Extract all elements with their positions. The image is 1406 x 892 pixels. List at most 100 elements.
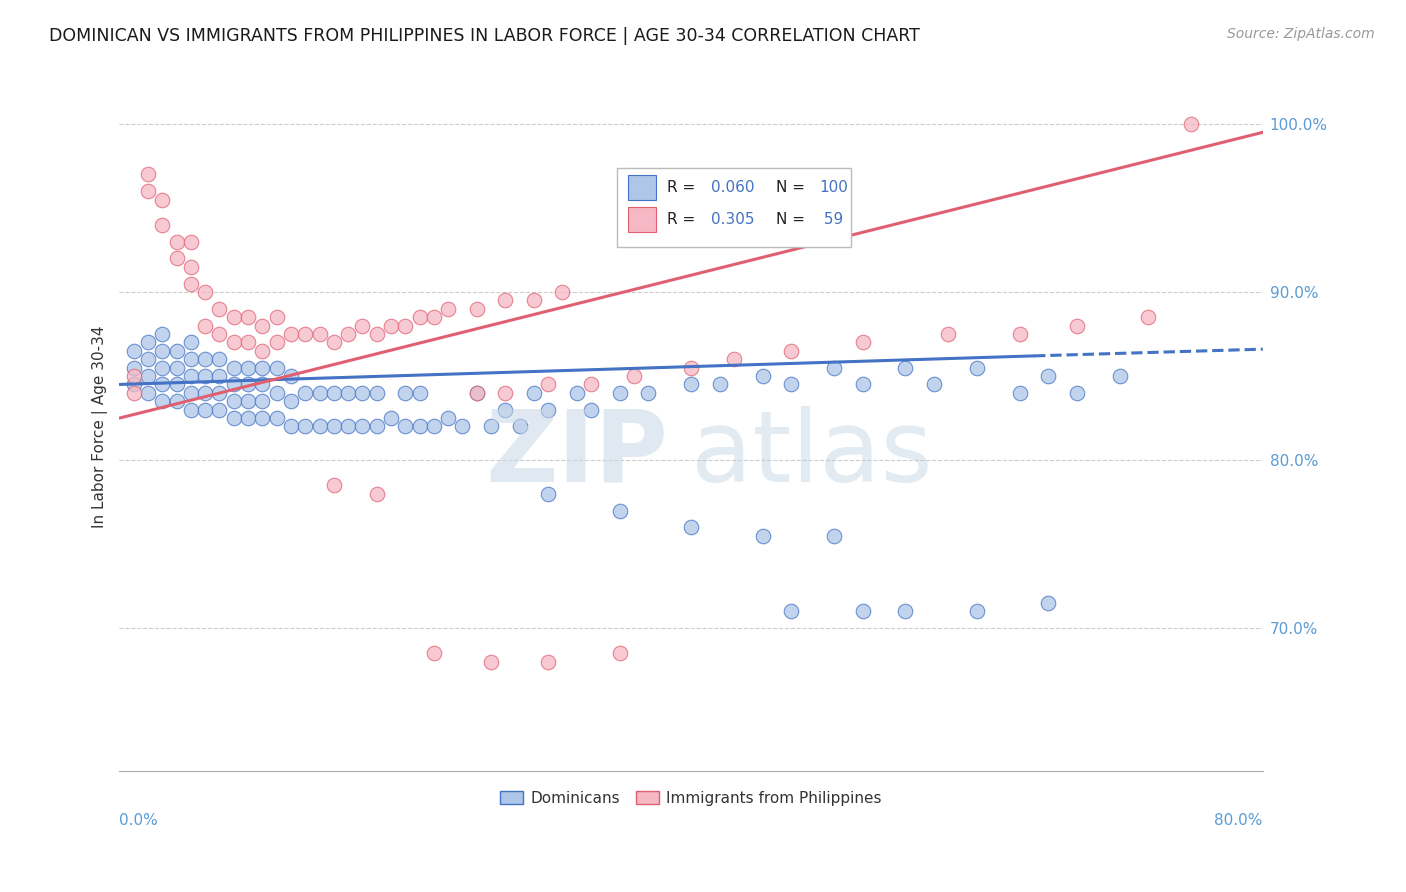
Point: [294, 326, 316, 341]
Point: [894, 360, 917, 375]
Point: [166, 343, 188, 358]
Text: 100: 100: [820, 180, 848, 194]
Point: [266, 310, 288, 325]
Point: [150, 360, 173, 375]
Point: [479, 419, 502, 434]
Point: [966, 604, 988, 618]
Point: [280, 369, 302, 384]
Point: [208, 402, 231, 417]
Point: [894, 604, 917, 618]
Point: [366, 326, 388, 341]
Point: [208, 385, 231, 400]
Point: [852, 335, 875, 350]
Point: [537, 655, 560, 669]
Point: [166, 235, 188, 249]
Point: [352, 318, 374, 333]
Point: [180, 260, 202, 274]
Point: [122, 369, 145, 384]
Point: [537, 486, 560, 500]
Point: [222, 394, 245, 409]
Point: [322, 419, 344, 434]
Point: [166, 394, 188, 409]
Point: [922, 377, 945, 392]
Point: [136, 385, 159, 400]
Point: [451, 419, 474, 434]
Point: [180, 352, 202, 367]
Point: [1008, 326, 1031, 341]
Point: [122, 377, 145, 392]
Text: Source: ZipAtlas.com: Source: ZipAtlas.com: [1227, 27, 1375, 41]
Point: [337, 326, 360, 341]
Y-axis label: In Labor Force | Age 30-34: In Labor Force | Age 30-34: [93, 326, 108, 528]
Text: DOMINICAN VS IMMIGRANTS FROM PHILIPPINES IN LABOR FORCE | AGE 30-34 CORRELATION : DOMINICAN VS IMMIGRANTS FROM PHILIPPINES…: [49, 27, 920, 45]
Point: [252, 411, 274, 425]
Point: [166, 360, 188, 375]
FancyBboxPatch shape: [617, 168, 851, 247]
Text: atlas: atlas: [692, 406, 932, 502]
Text: N =: N =: [776, 212, 810, 227]
Point: [252, 360, 274, 375]
Point: [180, 277, 202, 291]
Point: [1066, 318, 1088, 333]
Point: [1108, 369, 1130, 384]
Point: [194, 385, 217, 400]
Point: [236, 335, 259, 350]
Point: [780, 377, 803, 392]
Point: [122, 343, 145, 358]
Point: [609, 647, 631, 661]
Point: [366, 385, 388, 400]
Point: [609, 503, 631, 517]
Point: [322, 478, 344, 492]
Point: [222, 310, 245, 325]
Point: [408, 310, 430, 325]
Point: [136, 335, 159, 350]
Point: [579, 377, 602, 392]
Point: [609, 385, 631, 400]
Point: [194, 402, 217, 417]
Point: [308, 326, 330, 341]
Point: [1008, 385, 1031, 400]
Point: [465, 301, 488, 316]
Point: [494, 402, 516, 417]
Point: [322, 385, 344, 400]
Text: 0.0%: 0.0%: [120, 814, 159, 828]
Point: [222, 335, 245, 350]
Point: [280, 419, 302, 434]
Point: [180, 385, 202, 400]
Text: 59: 59: [820, 212, 844, 227]
Point: [1038, 369, 1060, 384]
Point: [122, 385, 145, 400]
Point: [266, 335, 288, 350]
Text: ZIP: ZIP: [485, 406, 668, 502]
Point: [523, 293, 546, 308]
Point: [180, 335, 202, 350]
Point: [150, 343, 173, 358]
Point: [1180, 117, 1202, 131]
Point: [136, 352, 159, 367]
Point: [681, 360, 703, 375]
Point: [236, 310, 259, 325]
Point: [437, 301, 460, 316]
Point: [150, 377, 173, 392]
Point: [150, 218, 173, 232]
Point: [465, 385, 488, 400]
Point: [565, 385, 588, 400]
Text: 80.0%: 80.0%: [1215, 814, 1263, 828]
Point: [681, 520, 703, 534]
Point: [308, 419, 330, 434]
Bar: [628, 207, 655, 232]
Point: [823, 360, 845, 375]
Bar: [628, 175, 655, 200]
Point: [236, 394, 259, 409]
Point: [266, 385, 288, 400]
Point: [166, 252, 188, 266]
Point: [380, 318, 402, 333]
Point: [751, 369, 773, 384]
Point: [1066, 385, 1088, 400]
Point: [252, 343, 274, 358]
Point: [352, 419, 374, 434]
Point: [322, 335, 344, 350]
Point: [166, 377, 188, 392]
Point: [252, 377, 274, 392]
Point: [394, 318, 416, 333]
